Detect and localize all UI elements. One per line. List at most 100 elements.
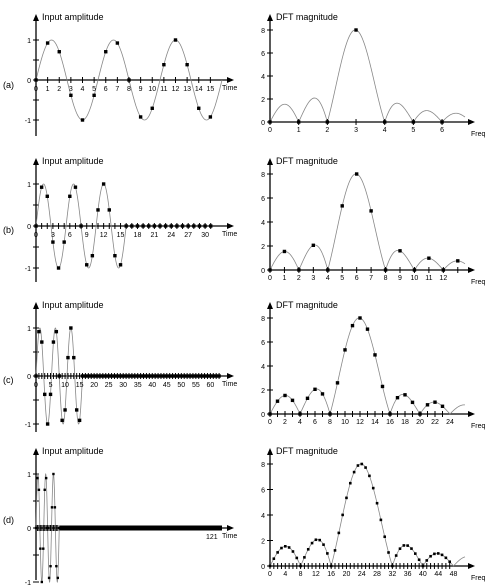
sample-point xyxy=(63,408,67,412)
sample-point xyxy=(170,374,175,378)
x-tick-label: 28 xyxy=(373,571,381,578)
sample-point xyxy=(69,326,73,330)
x-tick-label: 24 xyxy=(167,232,175,239)
x-tick-label: 15 xyxy=(117,232,125,239)
x-tick-label: 11 xyxy=(160,86,167,93)
sample-point xyxy=(124,374,128,378)
dft-bin-point xyxy=(395,395,400,400)
y-tick-label: 0 xyxy=(261,268,265,275)
x-axis-arrow xyxy=(468,267,475,273)
x-tick-label: 22 xyxy=(431,419,439,426)
dft-bin-point xyxy=(313,387,317,391)
y-tick-label: 6 xyxy=(261,51,265,58)
x-tick-label: 4 xyxy=(326,275,330,282)
dft-bin-point xyxy=(410,400,415,405)
sample-point xyxy=(43,488,46,492)
sample-point xyxy=(147,224,151,228)
sample-point xyxy=(101,182,106,186)
sample-point xyxy=(185,62,189,67)
sample-point xyxy=(50,506,54,509)
sample-point xyxy=(158,224,162,228)
x-tick-label: 0 xyxy=(268,275,272,282)
sample-point xyxy=(124,224,128,228)
sample-point xyxy=(147,374,152,378)
sample-point xyxy=(141,224,145,228)
dft-bin-point xyxy=(311,243,316,247)
x-tick-label: 5 xyxy=(92,86,96,93)
x-tick-label: 11 xyxy=(425,275,432,282)
x-tick-label: 12 xyxy=(356,419,364,426)
dft-envelope xyxy=(269,29,466,123)
x-tick-label: 9 xyxy=(85,232,89,239)
sample-point xyxy=(44,476,48,480)
dft-bin-point xyxy=(388,412,392,416)
x-tick-label: 4 xyxy=(81,86,85,93)
chart-title: Input amplitude xyxy=(42,446,104,456)
dft-bin-point xyxy=(295,556,299,560)
sample-point xyxy=(92,374,96,378)
dft-bin-point xyxy=(421,564,425,568)
dft-bin-point xyxy=(365,327,370,331)
sample-point xyxy=(153,374,157,378)
dft-bin-point xyxy=(418,412,422,416)
x-tick-label: 8 xyxy=(384,275,388,282)
sample-point xyxy=(179,374,184,378)
y-tick-label: 8 xyxy=(261,316,265,323)
dft-bin-point xyxy=(348,481,352,485)
dft-bin-point xyxy=(403,393,407,397)
sample-point xyxy=(194,374,198,378)
dft-bin-point xyxy=(343,348,347,352)
sample-point xyxy=(191,374,195,378)
sample-point xyxy=(136,374,140,378)
x-tick-label: 48 xyxy=(450,571,458,578)
dft-bin-point xyxy=(320,392,325,396)
x-tick-label: 24 xyxy=(358,571,366,578)
dft-bin-point xyxy=(352,470,356,474)
x-tick-label: 2 xyxy=(57,86,61,93)
y-tick-label: 0 xyxy=(27,526,31,533)
x-tick-label: 4 xyxy=(298,419,302,426)
sample-point xyxy=(180,224,185,228)
sample-point xyxy=(118,374,122,378)
sample-point xyxy=(74,408,79,412)
sample-point xyxy=(192,224,196,228)
x-axis-arrow xyxy=(227,223,234,229)
sample-point xyxy=(62,240,66,244)
sample-point xyxy=(86,374,91,378)
dft-bin-point xyxy=(412,268,417,272)
dft-bin-point xyxy=(383,120,387,124)
dft-bin-point xyxy=(391,564,394,568)
sample-point xyxy=(130,374,134,378)
sample-point xyxy=(56,266,61,270)
x-tick-label: 12 xyxy=(100,232,108,239)
sample-point xyxy=(205,374,210,378)
dft-bin-point xyxy=(425,559,429,562)
x-tick-label: 10 xyxy=(148,86,156,93)
sample-point xyxy=(101,374,105,378)
sample-point xyxy=(89,374,93,378)
sample-point xyxy=(60,418,64,423)
sample-point xyxy=(115,41,120,45)
dft-bin-point xyxy=(413,552,417,555)
x-tick-label: 5 xyxy=(411,127,415,134)
row-label-a: (a) xyxy=(3,80,14,90)
dft-bin-point xyxy=(296,120,301,124)
sample-point xyxy=(217,374,221,378)
y-tick-label: 2 xyxy=(261,388,265,395)
x-tick-label: 35 xyxy=(134,382,142,389)
dft-bin-point xyxy=(341,513,344,517)
x-tick-label: 0 xyxy=(34,382,38,389)
dft-bin-point xyxy=(456,259,460,263)
sample-point xyxy=(133,374,137,378)
x-axis-label: Freq xyxy=(471,279,486,286)
sample-point xyxy=(45,422,50,426)
dft-bin-point xyxy=(383,535,387,539)
dft-bin-point xyxy=(398,249,402,253)
sample-point xyxy=(203,224,207,228)
sample-point xyxy=(90,253,95,258)
dft-bin-point xyxy=(429,554,432,558)
sample-point xyxy=(68,194,72,199)
